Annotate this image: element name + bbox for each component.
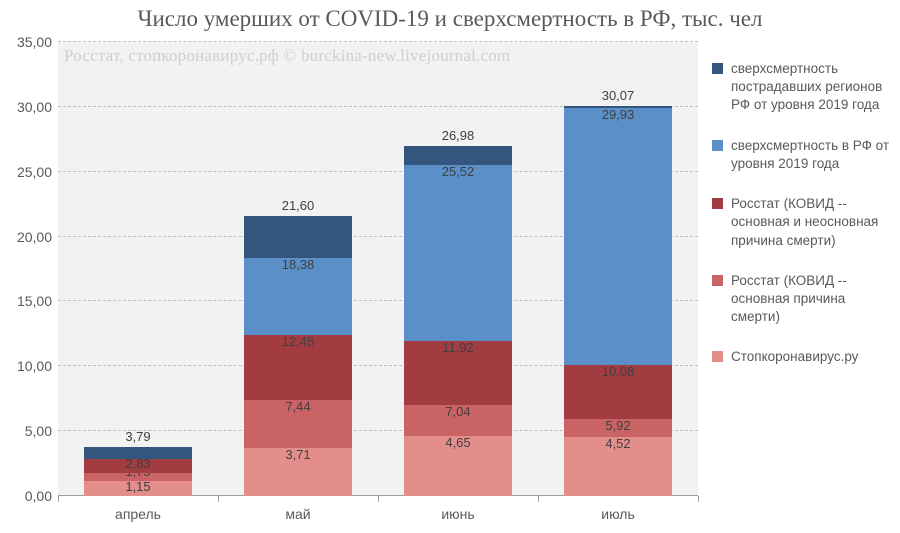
gridline: 35,00 — [58, 41, 698, 42]
value-label: 21,60 — [282, 198, 315, 213]
bar-segment — [564, 108, 672, 365]
bar-segment — [84, 473, 192, 481]
bar-group: 1,151,752,833,79 — [84, 447, 192, 496]
x-tick — [698, 496, 699, 502]
x-tick — [218, 496, 219, 502]
bar-segment — [404, 165, 512, 341]
plot-area: Росстат, стопкоронавирус.рф © burckina-n… — [58, 42, 698, 496]
legend-label: Росстат (КОВИД -- основная причина смерт… — [731, 272, 892, 327]
legend-swatch — [712, 198, 723, 209]
bar-segment — [404, 405, 512, 436]
y-tick-label: 20,00 — [17, 229, 52, 245]
x-tick — [58, 496, 59, 502]
x-tick-label: май — [285, 506, 310, 522]
y-tick-label: 30,00 — [17, 99, 52, 115]
bar-segment — [564, 437, 672, 496]
x-tick — [538, 496, 539, 502]
legend-item: Стопкоронавирус.ру — [712, 348, 892, 366]
bar-group: 3,717,4412,4518,3821,60 — [244, 216, 352, 496]
legend-label: сверхсмертность пострадавших регионов РФ… — [731, 60, 892, 115]
x-tick-label: июнь — [441, 506, 474, 522]
bar-segment — [84, 481, 192, 496]
bar-segment — [564, 365, 672, 419]
bar-segment — [244, 400, 352, 448]
y-tick-label: 10,00 — [17, 358, 52, 374]
legend-item: Росстат (КОВИД -- основная причина смерт… — [712, 272, 892, 327]
legend-swatch — [712, 140, 723, 151]
y-tick-label: 0,00 — [25, 488, 52, 504]
bar-segment — [244, 258, 352, 335]
bar-segment — [244, 216, 352, 258]
value-label: 26,98 — [442, 128, 475, 143]
y-tick-label: 35,00 — [17, 34, 52, 50]
bar-group: 4,525,9210,0829,9330,07 — [564, 106, 672, 496]
value-label: 30,07 — [602, 88, 635, 103]
legend-label: Стопкоронавирус.ру — [731, 348, 892, 366]
y-tick-label: 25,00 — [17, 164, 52, 180]
x-tick-label: июль — [601, 506, 634, 522]
bar-segment — [404, 146, 512, 165]
legend-swatch — [712, 275, 723, 286]
x-tick — [378, 496, 379, 502]
x-tick-label: апрель — [115, 506, 161, 522]
legend-label: Росстат (КОВИД -- основная и неосновная … — [731, 195, 892, 250]
bar-segment — [84, 459, 192, 473]
legend: сверхсмертность пострадавших регионов РФ… — [712, 60, 892, 389]
bar-segment — [84, 447, 192, 459]
bar-group: 4,657,0411,9225,5226,98 — [404, 146, 512, 496]
legend-swatch — [712, 351, 723, 362]
bar-segment — [244, 335, 352, 400]
legend-item: сверхсмертность в РФ от уровня 2019 года — [712, 137, 892, 173]
x-axis: апрель май июнь июль — [58, 496, 698, 526]
legend-swatch — [712, 63, 723, 74]
bar-segment — [564, 419, 672, 437]
legend-label: сверхсмертность в РФ от уровня 2019 года — [731, 137, 892, 173]
bar-segment — [564, 106, 672, 108]
legend-item: сверхсмертность пострадавших регионов РФ… — [712, 60, 892, 115]
legend-item: Росстат (КОВИД -- основная и неосновная … — [712, 195, 892, 250]
y-tick-label: 5,00 — [25, 423, 52, 439]
bar-segment — [404, 341, 512, 404]
chart-title: Число умерших от COVID-19 и сверхсмертно… — [0, 6, 900, 32]
bar-segment — [244, 448, 352, 496]
watermark: Росстат, стопкоронавирус.рф © burckina-n… — [64, 46, 510, 66]
bar-segment — [404, 436, 512, 496]
y-tick-label: 15,00 — [17, 293, 52, 309]
